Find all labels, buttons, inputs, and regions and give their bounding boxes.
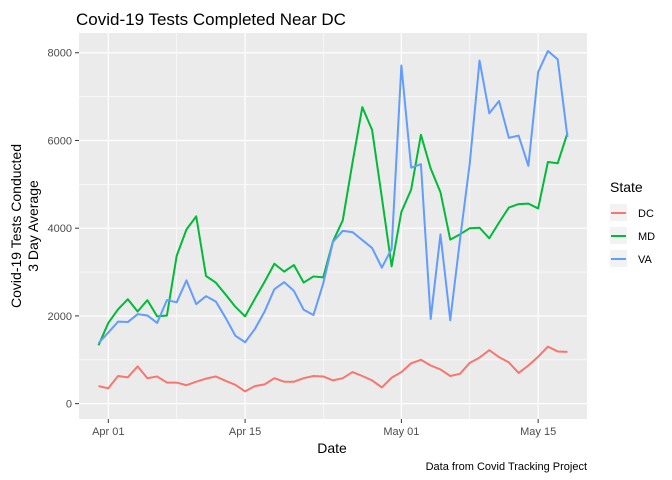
y-tick-label: 8000 (48, 48, 72, 60)
x-axis: Apr 01 Apr 15 May 01 May 15 (92, 419, 556, 438)
chart-title: Covid-19 Tests Completed Near DC (76, 10, 346, 29)
series-line-va (97, 49, 569, 344)
legend-title: State (610, 179, 643, 195)
x-tick-label: Apr 01 (92, 426, 124, 438)
series-line-dc (98, 345, 568, 393)
x-tick-label: May 01 (383, 426, 419, 438)
y-tick-label: 0 (66, 399, 72, 411)
y-tick-label: 2000 (48, 311, 72, 323)
legend-label-dc: DC (638, 208, 654, 220)
legend: State DC MD VA (610, 179, 655, 267)
legend-label-md: MD (638, 231, 655, 243)
y-axis-title-line1: Covid-19 Tests Conducted (8, 144, 24, 308)
y-axis: 0 2000 4000 6000 8000 (48, 48, 79, 411)
legend-label-va: VA (638, 254, 653, 266)
series-layer (97, 49, 569, 393)
x-tick-label: Apr 15 (229, 426, 261, 438)
plot-panel (79, 33, 587, 419)
y-tick-label: 6000 (48, 135, 72, 147)
y-tick-label: 4000 (48, 223, 72, 235)
x-axis-title: Date (317, 440, 347, 456)
grid-major (79, 33, 587, 419)
chart-caption: Data from Covid Tracking Project (426, 461, 587, 473)
y-axis-title-line2: 3 Day Average (25, 180, 41, 272)
x-tick-label: May 15 (520, 426, 556, 438)
